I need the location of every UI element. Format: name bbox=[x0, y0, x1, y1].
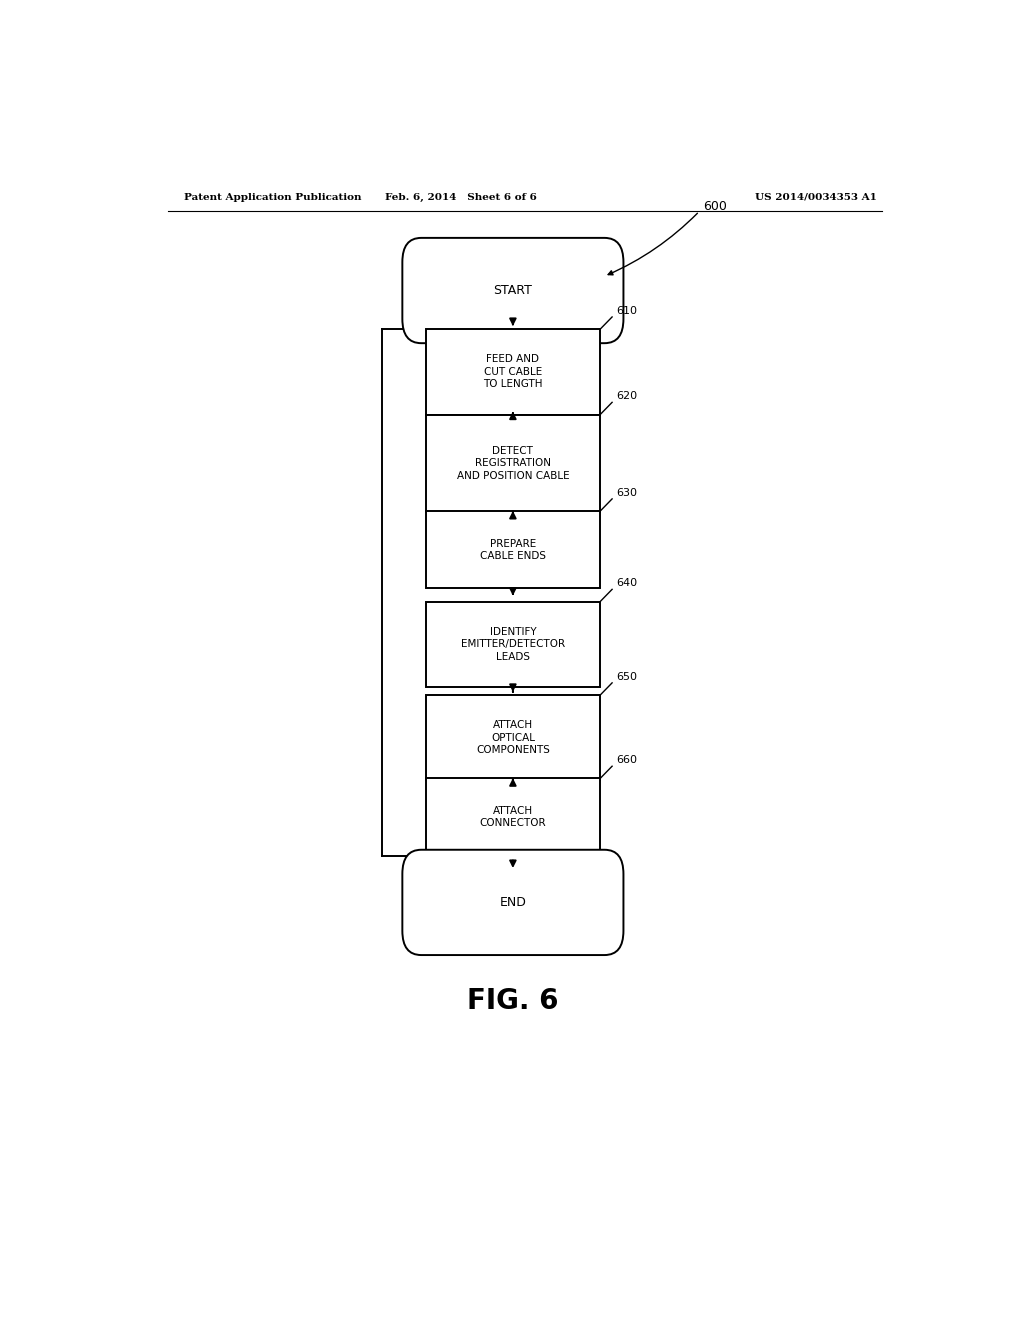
Bar bbox=[426, 779, 600, 855]
Bar bbox=[426, 602, 600, 686]
Text: PREPARE
CABLE ENDS: PREPARE CABLE ENDS bbox=[480, 539, 546, 561]
Text: US 2014/0034353 A1: US 2014/0034353 A1 bbox=[755, 193, 877, 202]
Text: 610: 610 bbox=[616, 306, 637, 315]
Text: 630: 630 bbox=[616, 488, 637, 498]
Text: Patent Application Publication: Patent Application Publication bbox=[183, 193, 361, 202]
Text: 650: 650 bbox=[616, 672, 637, 682]
FancyBboxPatch shape bbox=[402, 238, 624, 343]
Text: START: START bbox=[494, 284, 532, 297]
Bar bbox=[426, 511, 600, 589]
Bar bbox=[426, 696, 600, 780]
FancyBboxPatch shape bbox=[402, 850, 624, 956]
Text: Feb. 6, 2014   Sheet 6 of 6: Feb. 6, 2014 Sheet 6 of 6 bbox=[385, 193, 538, 202]
Text: ATTACH
OPTICAL
COMPONENTS: ATTACH OPTICAL COMPONENTS bbox=[476, 721, 550, 755]
Text: END: END bbox=[500, 896, 526, 909]
Text: 600: 600 bbox=[703, 199, 727, 213]
Text: DETECT
REGISTRATION
AND POSITION CABLE: DETECT REGISTRATION AND POSITION CABLE bbox=[457, 446, 569, 480]
Text: 620: 620 bbox=[616, 391, 637, 401]
Text: IDENTIFY
EMITTER/DETECTOR
LEADS: IDENTIFY EMITTER/DETECTOR LEADS bbox=[461, 627, 565, 661]
Text: FIG. 6: FIG. 6 bbox=[467, 987, 559, 1015]
Bar bbox=[426, 329, 600, 414]
Text: FEED AND
CUT CABLE
TO LENGTH: FEED AND CUT CABLE TO LENGTH bbox=[483, 355, 543, 389]
Text: 660: 660 bbox=[616, 755, 637, 766]
Text: 640: 640 bbox=[616, 578, 637, 589]
Bar bbox=[426, 414, 600, 512]
Text: ATTACH
CONNECTOR: ATTACH CONNECTOR bbox=[479, 805, 546, 828]
